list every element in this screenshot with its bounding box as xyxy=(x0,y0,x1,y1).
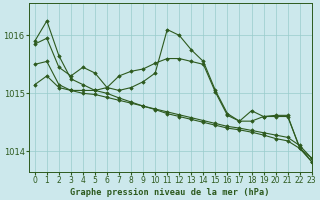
X-axis label: Graphe pression niveau de la mer (hPa): Graphe pression niveau de la mer (hPa) xyxy=(70,188,270,197)
